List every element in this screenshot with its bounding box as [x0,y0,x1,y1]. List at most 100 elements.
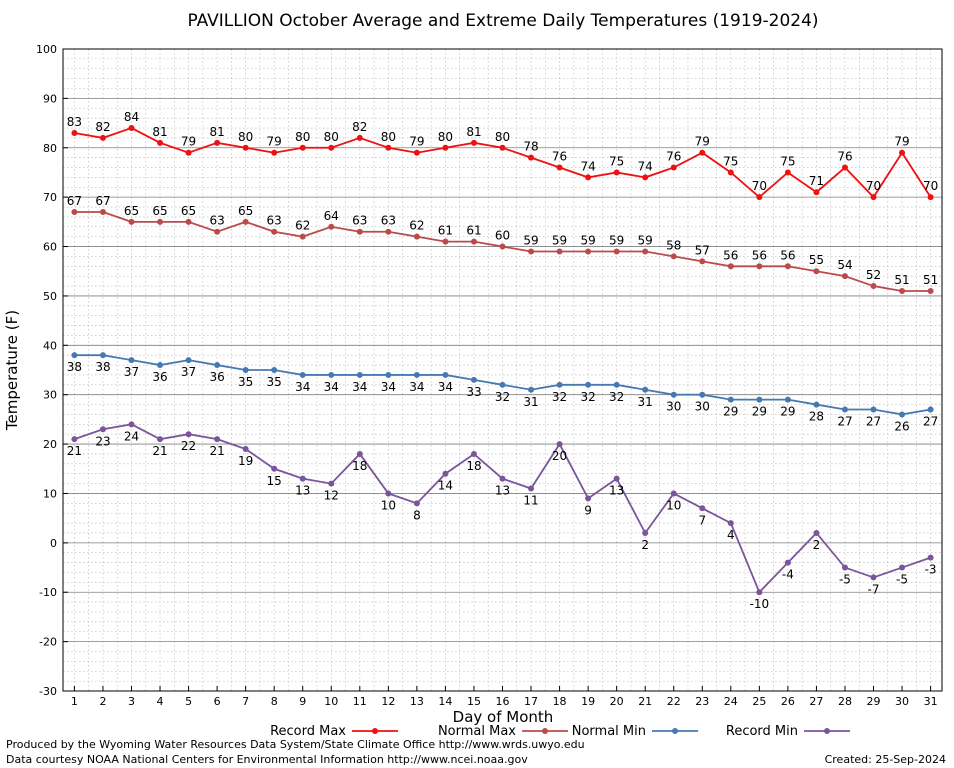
data-point [470,139,477,146]
data-point [813,189,820,196]
data-label: 32 [495,390,510,404]
y-tick-label: -30 [39,685,57,698]
data-point [356,450,363,457]
x-tick-label: 9 [299,695,306,708]
y-tick-label: 100 [36,43,57,56]
data-point [699,391,706,398]
data-point [870,574,877,581]
data-point [128,218,135,225]
data-label: 65 [124,204,139,218]
data-point [157,218,164,225]
data-point [99,352,106,359]
data-label: 63 [381,214,396,228]
data-label: 56 [780,248,795,262]
data-label: 27 [923,415,938,429]
data-point [71,129,78,136]
series-record-max: 83 82 84 81 79 81 80 79 80 80 82 80 79 80 81 80 78 76 74 75… [67,110,938,201]
chart-title: PAVILLION October Average and Extreme Da… [187,11,818,31]
x-tick-label: 12 [381,695,395,708]
data-label: 79 [181,135,196,149]
x-tick-label: 10 [324,695,338,708]
data-label: 2 [641,538,649,552]
y-tick-label: 10 [43,487,57,500]
data-label: 62 [409,219,424,233]
data-point [585,381,592,388]
data-point [699,505,706,512]
data-label: 36 [152,370,167,384]
data-point [841,164,848,171]
data-label: 30 [666,400,681,414]
data-label: 65 [152,204,167,218]
data-point [756,396,763,403]
data-label: 70 [866,179,881,193]
data-point [328,223,335,230]
x-tick-label: 30 [895,695,909,708]
data-label: 7 [698,513,706,527]
series-normal-max: 67 67 65 65 65 63 65 63 62 64 63 63 62 61 61 60 59 59 59 59… [67,194,938,294]
data-point [899,411,906,418]
data-label: 67 [95,194,110,208]
data-point [413,500,420,507]
x-tick-label: 14 [438,695,452,708]
data-point [927,554,934,561]
data-point [99,134,106,141]
data-point [699,258,706,265]
data-label: -3 [925,563,937,577]
data-point [927,406,934,413]
data-label: 61 [466,224,481,238]
data-point [670,391,677,398]
data-label: 36 [209,370,224,384]
data-label: 12 [324,489,339,503]
data-point [670,253,677,260]
data-point [585,495,592,502]
data-label: 32 [609,390,624,404]
data-point [356,134,363,141]
data-label: 59 [638,233,653,247]
data-label: 34 [352,380,367,394]
data-label: 37 [124,365,139,379]
data-point [670,164,677,171]
data-point [271,228,278,235]
data-label: 32 [552,390,567,404]
data-label: 18 [352,459,367,473]
data-label: 75 [723,154,738,168]
data-label: 35 [267,375,282,389]
data-point [385,144,392,151]
x-tick-label: 15 [467,695,481,708]
data-label: 82 [95,120,110,134]
legend-marker [542,728,548,734]
data-label: 61 [438,224,453,238]
data-point [299,475,306,482]
data-label: 26 [894,419,909,433]
x-tick-label: 5 [185,695,192,708]
data-label: 80 [438,130,453,144]
data-point [899,564,906,571]
data-label: 21 [67,444,82,458]
data-label: 54 [837,258,852,272]
y-tick-label: -20 [39,636,57,649]
data-point [385,371,392,378]
data-label: 35 [238,375,253,389]
data-label: 38 [67,360,82,374]
x-tick-label: 1 [71,695,78,708]
data-label: 30 [695,400,710,414]
data-point [128,125,135,132]
data-point [214,436,221,443]
y-tick-label: 30 [43,389,57,402]
data-label: 31 [523,395,538,409]
data-point [642,174,649,181]
data-label: 20 [552,449,567,463]
data-label: 19 [238,454,253,468]
x-tick-label: 17 [524,695,538,708]
data-label: 59 [580,233,595,247]
data-label: 28 [809,410,824,424]
y-tick-label: -10 [39,586,57,599]
data-point [214,139,221,146]
legend-marker [824,728,830,734]
x-tick-label: 23 [695,695,709,708]
x-tick-label: 11 [353,695,367,708]
legend-marker [372,728,378,734]
data-point [727,520,734,527]
